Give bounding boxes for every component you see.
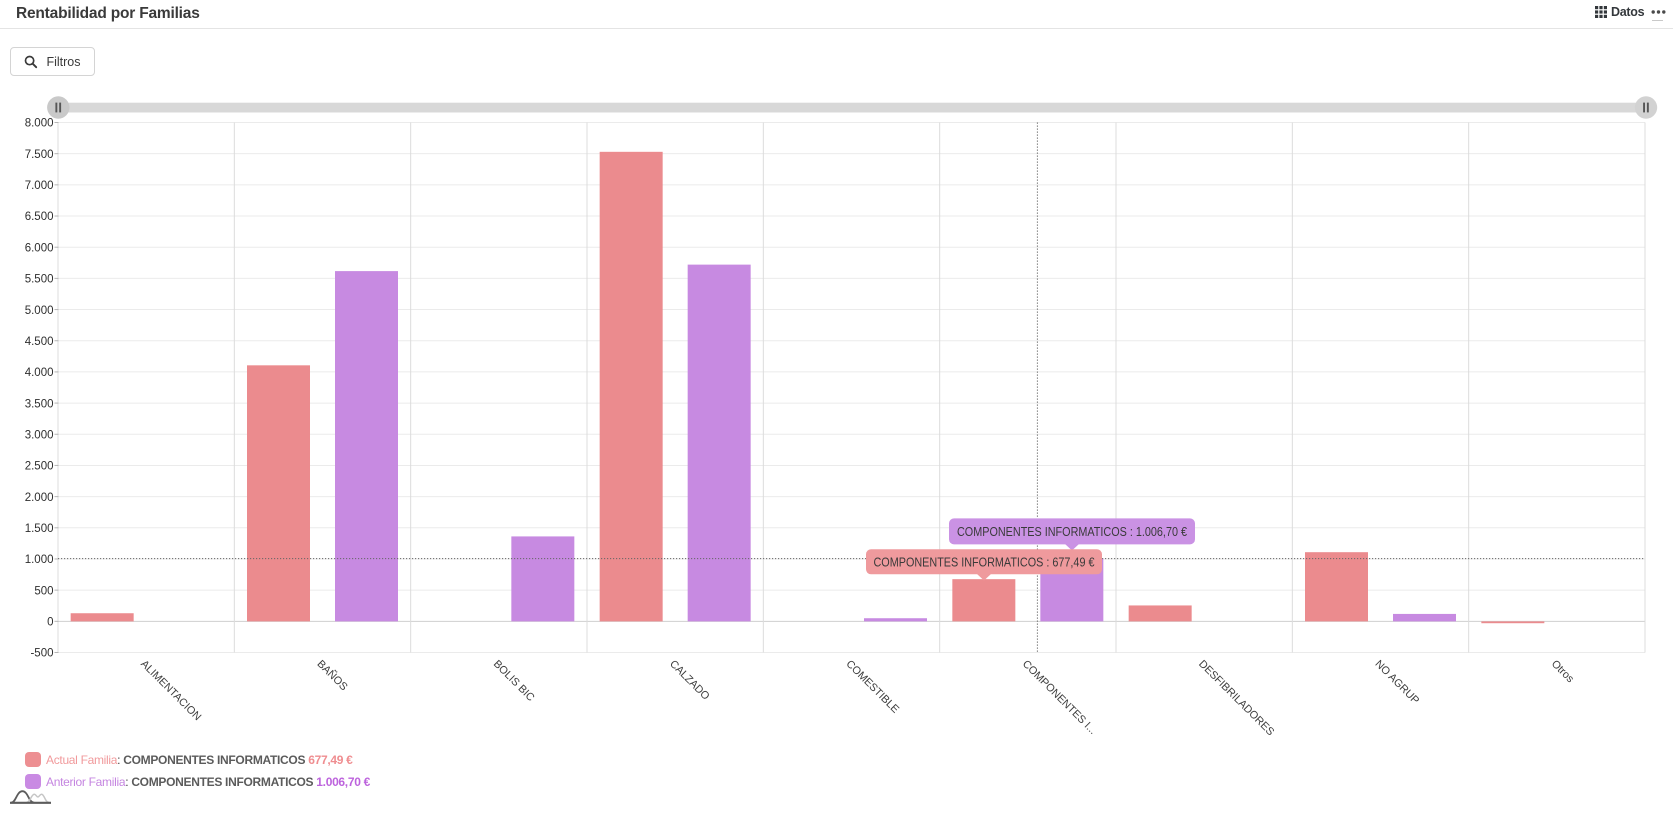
svg-text:Otros: Otros [1549,658,1577,686]
svg-text:COMPONENTES INFORMATICOS : 677: COMPONENTES INFORMATICOS : 677,49 € [874,556,1095,570]
svg-text:NO AGRUP: NO AGRUP [1373,658,1422,707]
svg-text:BAÑOS: BAÑOS [315,657,351,693]
svg-text:0: 0 [47,617,53,629]
svg-text:COMPONENTES INFORMATICOS : 1.0: COMPONENTES INFORMATICOS : 1.006,70 € [957,525,1187,539]
svg-text:6.500: 6.500 [25,211,54,223]
svg-text:4.500: 4.500 [25,336,54,348]
svg-text:7.000: 7.000 [25,180,54,192]
svg-text:CALZADO: CALZADO [667,658,712,703]
svg-text:3.500: 3.500 [25,398,54,410]
svg-text:COMESTIBLE: COMESTIBLE [844,658,902,716]
svg-text:4.000: 4.000 [25,367,54,379]
svg-text:1.500: 1.500 [25,523,54,535]
svg-text:-500: -500 [30,648,53,660]
svg-text:3.000: 3.000 [25,429,54,441]
svg-text:6.000: 6.000 [25,242,54,254]
svg-text:BOLIS BIC: BOLIS BIC [491,658,537,704]
svg-text:2.000: 2.000 [25,492,54,504]
svg-text:5.500: 5.500 [25,274,54,286]
svg-text:1.000: 1.000 [25,554,54,566]
svg-text:COMPONENTES I...: COMPONENTES I... [1020,658,1099,737]
svg-text:7.500: 7.500 [25,149,54,161]
svg-text:500: 500 [34,585,53,597]
svg-text:DESFIBRILADORES: DESFIBRILADORES [1196,658,1276,738]
svg-text:5.000: 5.000 [25,305,54,317]
svg-text:8.000: 8.000 [25,118,54,130]
svg-text:2.500: 2.500 [25,461,54,473]
svg-text:ALIMENTACION: ALIMENTACION [138,658,203,723]
